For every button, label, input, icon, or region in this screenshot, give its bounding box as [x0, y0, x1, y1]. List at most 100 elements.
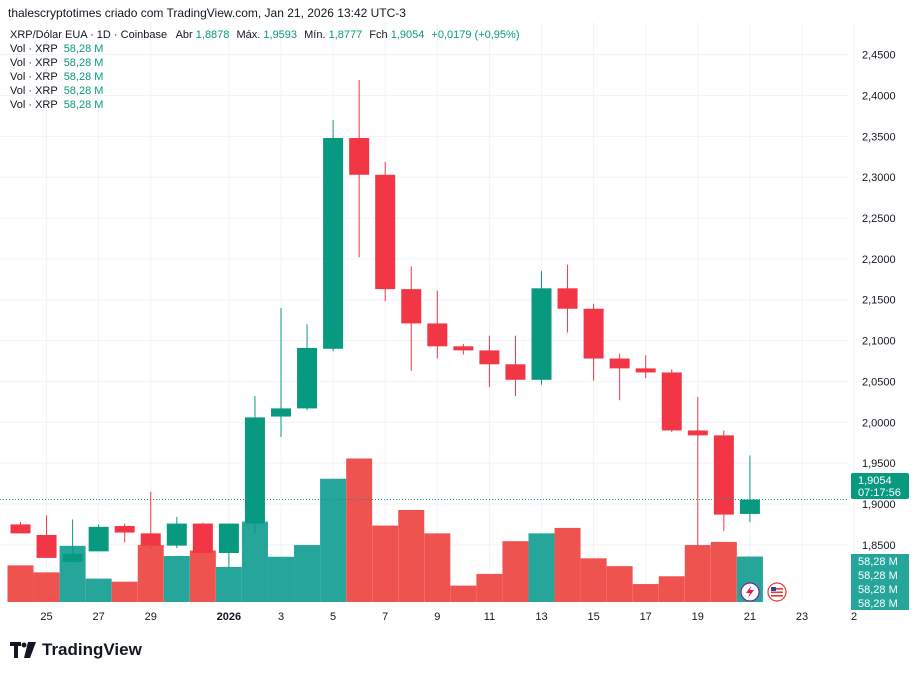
candle-body[interactable]	[62, 553, 83, 562]
candle-body[interactable]	[10, 524, 31, 534]
legend-open-label: Abr	[176, 29, 193, 41]
tradingview-brand-text: TradingView	[42, 640, 142, 659]
candle-body[interactable]	[635, 368, 656, 373]
x-tick-label: 11	[484, 611, 495, 623]
candle-body[interactable]	[88, 526, 109, 552]
volume-layer	[7, 458, 763, 602]
candle-body[interactable]	[114, 526, 135, 533]
candle-body[interactable]	[609, 358, 630, 369]
volume-legend-row: Vol · XRP 58,28 M	[10, 85, 103, 97]
candle-body[interactable]	[557, 288, 578, 309]
volume-bar	[7, 565, 34, 602]
candle-body[interactable]	[453, 346, 474, 351]
legend-high-value: 1,9593	[263, 29, 297, 41]
volume-bar	[528, 533, 555, 602]
candle-body[interactable]	[479, 350, 500, 365]
volume-bar	[320, 478, 347, 602]
flag-canton-icon	[771, 587, 776, 591]
y-tick-label: 2,1000	[862, 336, 896, 348]
x-tick-label: 17	[640, 611, 652, 623]
lightning-icon	[746, 586, 754, 598]
legend-open-value: 1,8878	[196, 29, 230, 41]
candle-layer	[10, 80, 760, 568]
x-tick-label: 15	[587, 611, 599, 623]
y-tick-label: 2,0000	[862, 417, 896, 429]
volume-tag-bg	[851, 596, 909, 610]
event-icons[interactable]	[740, 582, 787, 602]
flag-stripe-icon	[771, 588, 783, 590]
x-tick-label: 23	[796, 611, 808, 623]
candle-body[interactable]	[192, 523, 213, 553]
tradingview-logo[interactable]: TradingView	[10, 640, 142, 660]
candlestick-chart[interactable]: 1,8500 1,9000 1,9500 2,0000 2,0500 2,1000 2,15…	[0, 22, 921, 632]
volume-bar	[580, 558, 607, 602]
volume-legend-row: Vol · XRP 58,28 M	[10, 57, 103, 69]
candle-body[interactable]	[36, 535, 57, 558]
candle-body[interactable]	[687, 430, 708, 436]
candle-body[interactable]	[661, 372, 682, 431]
volume-bar	[346, 458, 373, 602]
candle-body[interactable]	[401, 289, 422, 324]
x-tick-label: 19	[692, 611, 704, 623]
volume-tag-bg	[851, 568, 909, 582]
volume-bar	[606, 566, 633, 602]
volume-bar	[111, 581, 138, 602]
price-tag-countdown: 07:17:56	[858, 487, 901, 499]
volume-bar	[241, 521, 268, 602]
legend-symbol: XRP/Dólar EUA · 1D · Coinbase	[10, 29, 167, 41]
candle-body[interactable]	[271, 408, 291, 417]
x-tick-label: 29	[145, 611, 157, 623]
x-tick-label: 5	[330, 611, 336, 623]
y-tick-label: 1,8500	[862, 540, 896, 552]
volume-bar	[137, 545, 164, 602]
svg-text:XRP/Dólar EUA · 1D · Coinbase: XRP/Dólar EUA · 1D · Coinbase Abr 1,8878…	[10, 29, 520, 41]
x-tick-label: 2026	[217, 611, 241, 623]
y-tick-label: 2,4500	[862, 50, 896, 62]
y-tick-label: 2,4000	[862, 91, 896, 103]
candle-body[interactable]	[218, 523, 239, 553]
y-tick-label: 2,0500	[862, 376, 896, 388]
x-tick-label: 2	[851, 611, 857, 623]
y-axis: 1,8500 1,9000 1,9500 2,0000 2,0500 2,1000 2,15…	[862, 50, 896, 552]
y-tick-label: 2,3500	[862, 131, 896, 143]
x-tick-label: 13	[535, 611, 547, 623]
volume-bar	[398, 509, 425, 602]
candle-body[interactable]	[531, 288, 552, 380]
volume-tag-value: 58,28 M	[858, 570, 898, 582]
volume-tags: 58,28 M 58,28 M 58,28 M 58,28 M	[851, 554, 909, 610]
chart-credit: thalescryptotimes criado com TradingView…	[8, 6, 406, 20]
price-tag-value: 1,9054	[858, 475, 892, 487]
volume-legend-row: Vol · XRP 58,28 M	[10, 99, 103, 111]
legend-low-label: Mín.	[304, 29, 325, 41]
grid-layer	[0, 22, 855, 602]
y-tick-label: 2,2000	[862, 254, 896, 266]
candle-body[interactable]	[297, 347, 318, 409]
volume-legend-row: Vol · XRP 58,28 M	[10, 43, 103, 55]
x-tick-label: 25	[40, 611, 52, 623]
volume-bar	[294, 545, 321, 602]
candle-body[interactable]	[166, 523, 187, 546]
candle-body[interactable]	[713, 435, 734, 515]
y-tick-label: 2,3000	[862, 172, 896, 184]
candle-body[interactable]	[739, 499, 760, 514]
legend-high-label: Máx.	[236, 29, 260, 41]
candle-body[interactable]	[505, 364, 526, 380]
y-tick-label: 2,2500	[862, 213, 896, 225]
candle-body[interactable]	[140, 533, 161, 546]
tradingview-logo-icon	[10, 642, 36, 658]
x-tick-label: 3	[278, 611, 284, 623]
candle-body[interactable]	[375, 174, 396, 290]
x-tick-label: 7	[382, 611, 388, 623]
legend-close-label: Fch	[369, 29, 387, 41]
volume-bar	[632, 584, 659, 602]
volume-bar	[476, 573, 503, 602]
candle-body[interactable]	[427, 323, 448, 347]
volume-bar	[189, 550, 216, 602]
volume-bar	[424, 533, 451, 602]
candle-body[interactable]	[323, 138, 344, 349]
candle-body[interactable]	[244, 417, 265, 524]
candle-body[interactable]	[349, 138, 370, 175]
candle-body[interactable]	[583, 308, 604, 359]
volume-legend-rows: Vol · XRP 58,28 M Vol · XRP 58,28 M Vol · XR…	[10, 43, 103, 111]
price-tag: 1,9054 07:17:56	[851, 473, 909, 499]
